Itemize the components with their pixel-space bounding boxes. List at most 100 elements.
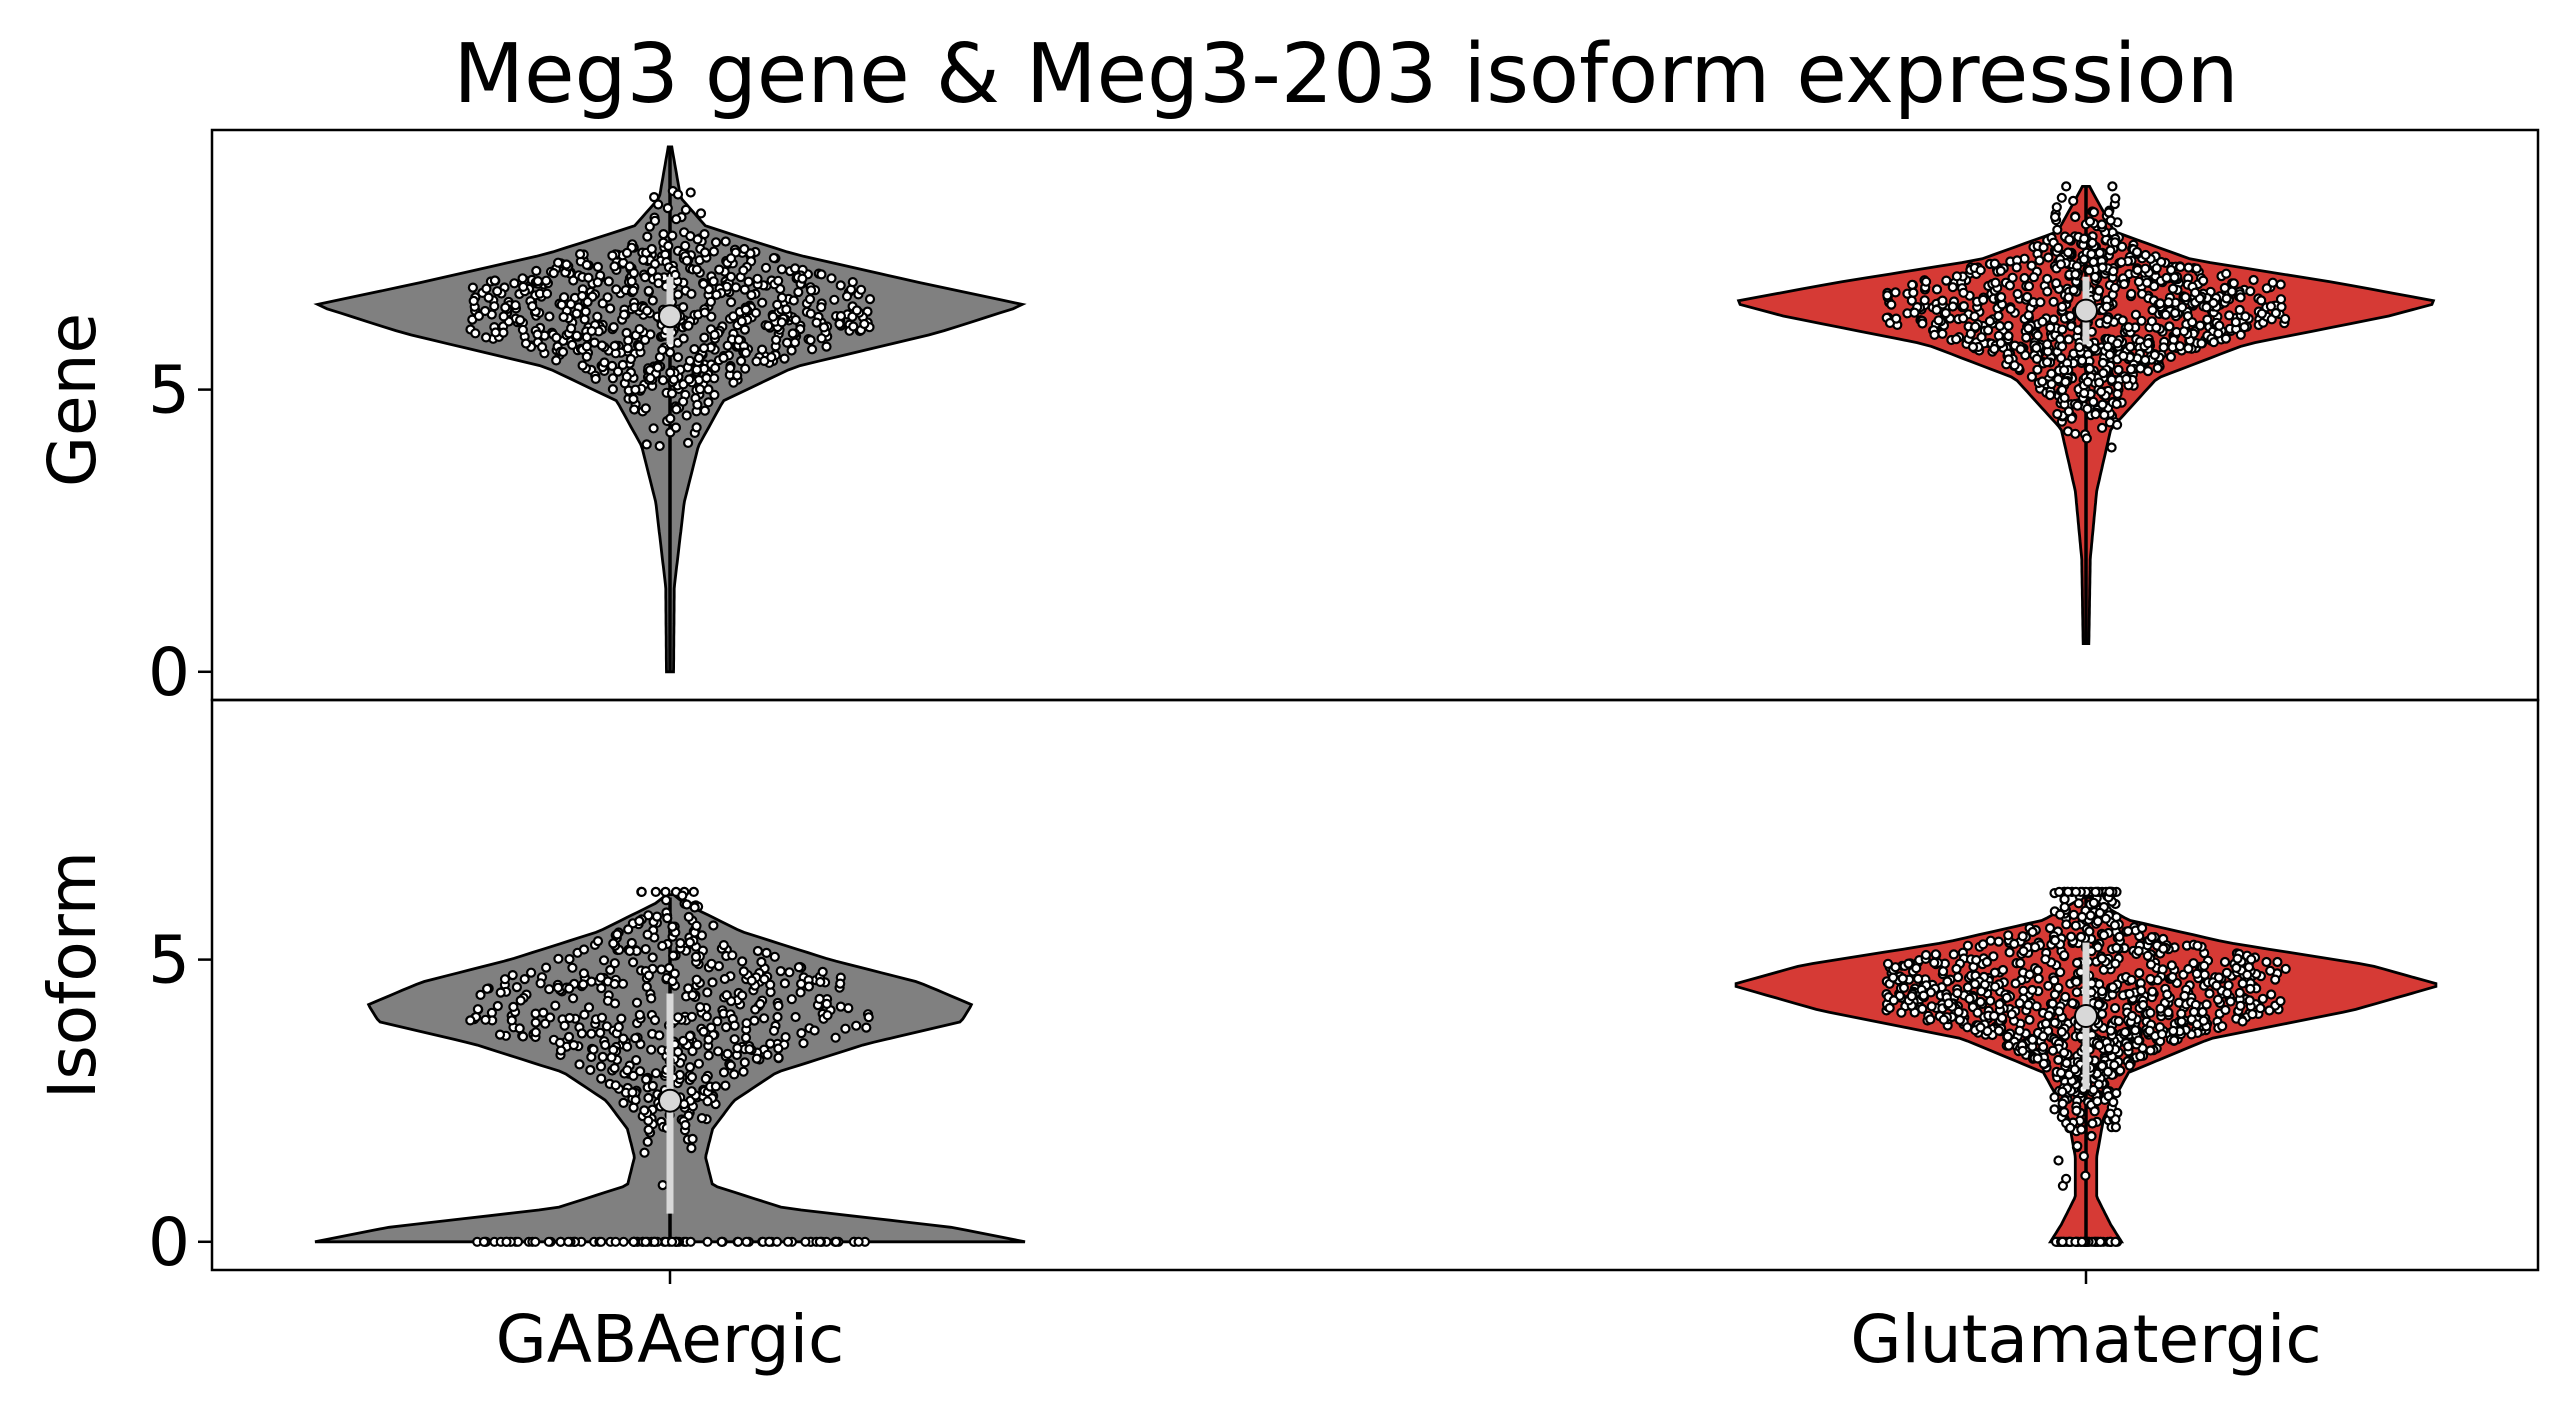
data-point bbox=[1985, 935, 1996, 946]
data-point bbox=[613, 1021, 624, 1033]
data-point bbox=[2223, 980, 2234, 991]
data-point bbox=[683, 320, 694, 331]
data-point bbox=[773, 275, 784, 286]
data-point bbox=[2103, 1043, 2114, 1054]
data-point bbox=[703, 1050, 714, 1061]
data-point bbox=[1941, 275, 1952, 286]
data-point bbox=[1929, 329, 1940, 340]
data-point bbox=[779, 978, 791, 989]
data-point bbox=[489, 275, 500, 286]
data-point bbox=[2103, 207, 2114, 218]
data-point bbox=[530, 1236, 541, 1247]
data-point bbox=[863, 1012, 874, 1023]
data-point bbox=[2035, 297, 2046, 308]
data-point bbox=[702, 1236, 713, 1247]
data-point bbox=[2240, 311, 2251, 322]
data-point bbox=[2280, 313, 2291, 324]
data-point bbox=[492, 1000, 503, 1012]
data-point bbox=[495, 987, 506, 998]
data-point bbox=[716, 1236, 727, 1247]
data-point bbox=[1947, 282, 1958, 293]
data-point bbox=[693, 1058, 705, 1069]
data-point bbox=[826, 273, 837, 284]
data-point bbox=[2212, 994, 2224, 1005]
data-point bbox=[530, 1027, 541, 1038]
data-point bbox=[2061, 181, 2072, 192]
data-point bbox=[2221, 268, 2232, 279]
data-point bbox=[2131, 246, 2143, 258]
data-point bbox=[670, 422, 682, 433]
data-point bbox=[1989, 981, 2001, 992]
data-point bbox=[609, 958, 620, 969]
data-point bbox=[711, 289, 722, 300]
data-point bbox=[1982, 325, 1994, 336]
data-point bbox=[2195, 320, 2206, 331]
data-point bbox=[610, 1080, 621, 1091]
data-point bbox=[741, 1018, 752, 1029]
data-point bbox=[2125, 364, 2137, 375]
data-point bbox=[558, 311, 569, 323]
data-point bbox=[722, 340, 733, 351]
data-point bbox=[2022, 291, 2033, 303]
data-point bbox=[2070, 269, 2081, 280]
data-point bbox=[710, 362, 721, 374]
data-point bbox=[2024, 969, 2035, 980]
data-point bbox=[805, 335, 816, 346]
data-point bbox=[2070, 211, 2081, 223]
data-point bbox=[770, 334, 782, 345]
data-point bbox=[1958, 301, 1970, 312]
data-point bbox=[482, 983, 493, 994]
data-point bbox=[718, 1067, 730, 1078]
data-point bbox=[672, 289, 684, 300]
data-point bbox=[2043, 980, 2054, 991]
data-point bbox=[685, 1236, 696, 1247]
data-point bbox=[2017, 1045, 2028, 1056]
data-point bbox=[2075, 931, 2087, 943]
data-point bbox=[576, 290, 588, 302]
data-point bbox=[806, 344, 818, 355]
data-point bbox=[2060, 991, 2071, 1003]
data-point bbox=[2089, 271, 2101, 282]
data-point bbox=[2217, 1021, 2228, 1032]
data-point bbox=[581, 341, 592, 352]
data-point bbox=[636, 886, 647, 898]
data-point bbox=[2085, 910, 2096, 921]
data-point bbox=[574, 1059, 585, 1070]
data-point bbox=[2102, 341, 2113, 352]
data-point bbox=[2009, 360, 2020, 371]
data-point bbox=[1931, 304, 1942, 315]
data-point bbox=[2094, 377, 2105, 388]
data-point bbox=[2106, 442, 2117, 453]
data-point bbox=[648, 423, 659, 434]
data-point bbox=[2054, 886, 2065, 898]
data-point bbox=[761, 947, 772, 959]
data-point bbox=[804, 294, 816, 305]
data-point bbox=[564, 1012, 575, 1024]
data-point bbox=[2221, 293, 2232, 304]
data-point bbox=[634, 324, 645, 335]
data-point bbox=[781, 337, 793, 348]
data-point bbox=[2097, 422, 2108, 433]
data-point bbox=[2155, 298, 2166, 309]
data-point bbox=[677, 890, 688, 901]
data-point bbox=[2113, 381, 2124, 392]
data-point bbox=[859, 318, 870, 330]
data-point bbox=[2123, 925, 2134, 937]
data-point bbox=[2065, 1122, 2076, 1133]
data-point bbox=[2180, 292, 2191, 303]
data-point bbox=[1947, 301, 1958, 312]
data-point bbox=[567, 993, 579, 1004]
data-point bbox=[2066, 413, 2077, 424]
data-point bbox=[2037, 376, 2048, 387]
data-point bbox=[2110, 193, 2121, 204]
data-point bbox=[2063, 334, 2074, 345]
data-point bbox=[2165, 351, 2176, 362]
data-point bbox=[2107, 982, 2118, 993]
data-point bbox=[2011, 262, 2022, 273]
data-point bbox=[738, 1066, 749, 1077]
data-point bbox=[574, 249, 586, 260]
data-point bbox=[2138, 999, 2149, 1011]
data-point bbox=[2055, 909, 2066, 920]
data-point bbox=[2140, 263, 2151, 274]
